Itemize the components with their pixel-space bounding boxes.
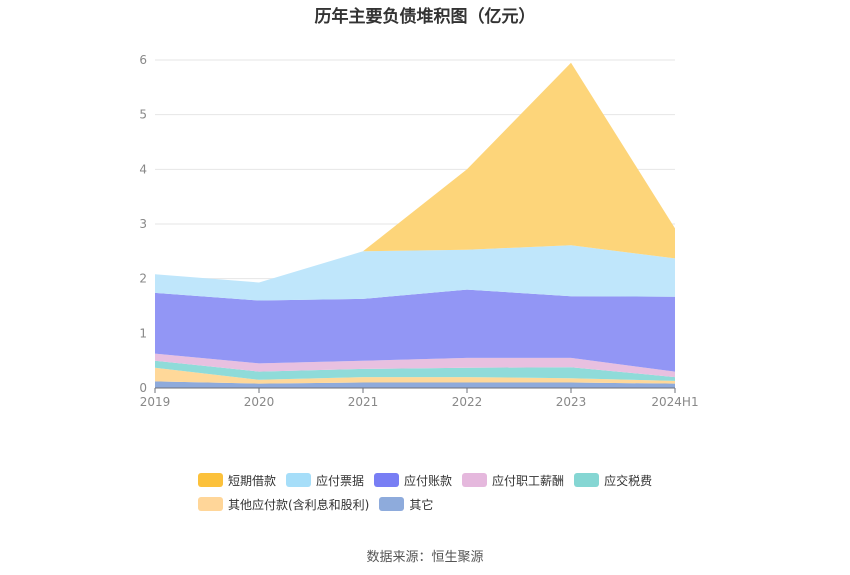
legend-item[interactable]: 应付票据 bbox=[286, 472, 364, 488]
x-tick-label: 2024H1 bbox=[651, 395, 698, 409]
area-series-3 bbox=[155, 353, 675, 378]
y-tick-label: 4 bbox=[139, 162, 147, 176]
legend-swatch bbox=[286, 473, 312, 487]
data-source-note: 数据来源：恒生聚源 bbox=[366, 550, 484, 565]
legend-label: 其它 bbox=[409, 497, 434, 512]
chart-legend: 短期借款 应付票据 应付账款 应付职工薪酬 应交税费其他应付款(含利息和股利) 其它 bbox=[198, 472, 718, 520]
legend-label: 应付职工薪酬 bbox=[492, 473, 565, 488]
y-tick-label: 1 bbox=[139, 326, 147, 340]
area-series-2 bbox=[155, 360, 675, 381]
area-series-0 bbox=[155, 381, 675, 388]
legend-swatch bbox=[379, 497, 405, 511]
legend-label: 应付账款 bbox=[404, 473, 453, 488]
y-tick-label: 6 bbox=[139, 53, 147, 67]
area-series-4 bbox=[155, 289, 675, 372]
x-tick-label: 2019 bbox=[140, 395, 171, 409]
legend-item[interactable]: 其他应付款(含利息和股利) bbox=[198, 496, 369, 512]
x-tick-label: 2020 bbox=[244, 395, 275, 409]
area-series-5 bbox=[155, 245, 675, 301]
area-series-6 bbox=[155, 62, 675, 283]
legend-swatch bbox=[374, 473, 400, 487]
legend-item[interactable]: 应付职工薪酬 bbox=[462, 472, 564, 488]
legend-item[interactable]: 短期借款 bbox=[198, 472, 276, 488]
legend-swatch bbox=[198, 473, 223, 487]
y-tick-label: 2 bbox=[139, 272, 147, 286]
legend-label: 应交税费 bbox=[604, 473, 653, 488]
area-series-1 bbox=[155, 367, 675, 384]
legend-swatch bbox=[574, 473, 600, 487]
legend-item[interactable]: 应付账款 bbox=[374, 472, 452, 488]
x-tick-label: 2023 bbox=[556, 395, 587, 409]
legend-swatch bbox=[198, 497, 223, 511]
legend-label: 应付票据 bbox=[316, 473, 365, 488]
chart-title: 历年主要负债堆积图（亿元） bbox=[314, 7, 536, 27]
legend-item[interactable]: 其它 bbox=[379, 496, 433, 512]
legend-label: 短期借款 bbox=[228, 473, 277, 488]
y-tick-label: 5 bbox=[139, 108, 147, 122]
legend-swatch bbox=[462, 473, 488, 487]
legend-item[interactable]: 应交税费 bbox=[574, 472, 652, 488]
x-tick-label: 2021 bbox=[348, 395, 379, 409]
legend-label: 其他应付款(含利息和股利) bbox=[228, 497, 370, 512]
x-tick-label: 2022 bbox=[452, 395, 483, 409]
y-tick-label: 3 bbox=[139, 217, 147, 231]
y-tick-label: 0 bbox=[139, 381, 147, 395]
